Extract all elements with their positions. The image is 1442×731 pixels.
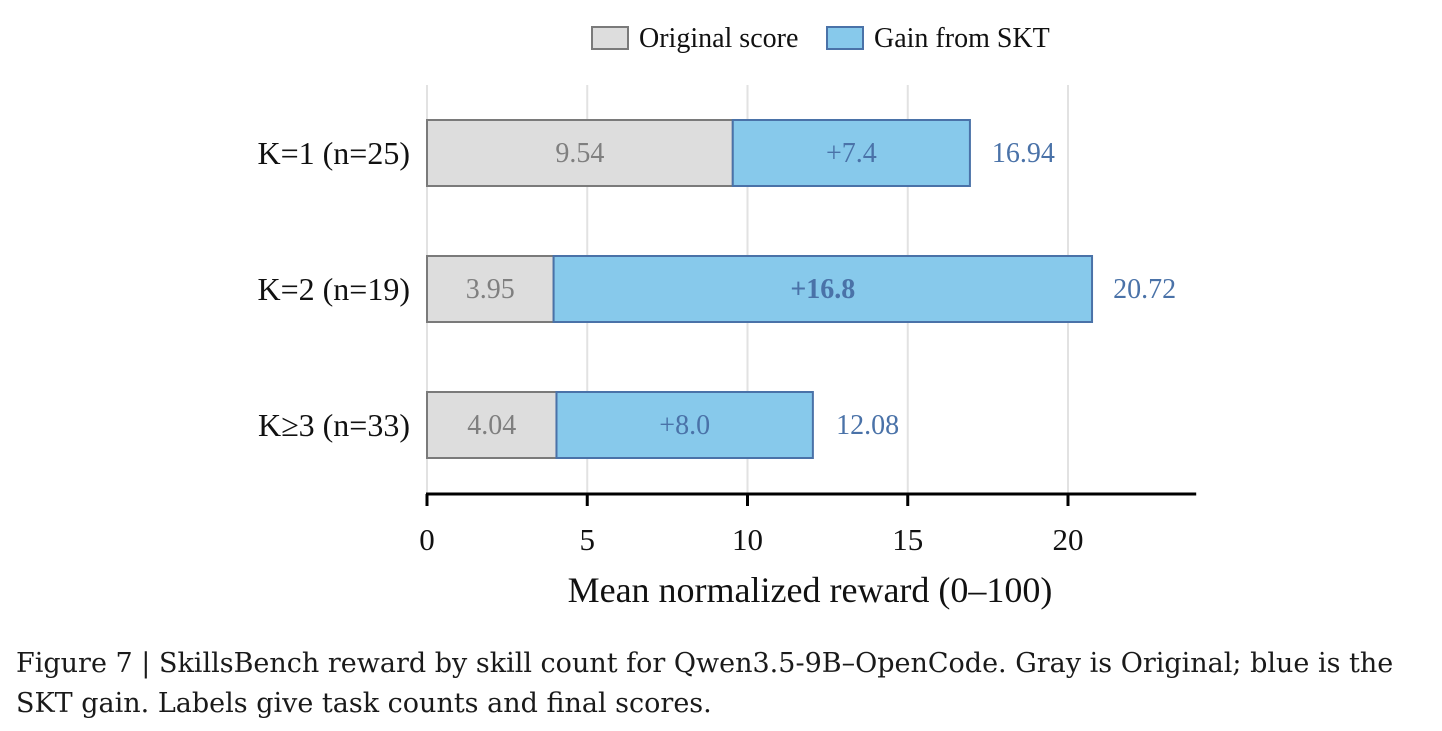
y-label-2: K≥3 (n=33) bbox=[258, 407, 410, 443]
label-gain-1: +16.8 bbox=[790, 274, 855, 305]
label-total-0: 16.94 bbox=[992, 138, 1055, 169]
bar-original-1 bbox=[426, 255, 555, 323]
label-total-1: 20.72 bbox=[1113, 274, 1176, 305]
legend-swatch-gain bbox=[826, 26, 864, 50]
x-axis: 0 5 10 15 20 bbox=[419, 492, 1197, 557]
stacked-bar-chart: 9.54 +7.4 16.94 3.95 +16.8 20.72 4.04 +8.0 12.08… bbox=[257, 23, 1197, 610]
bar-original-2 bbox=[426, 391, 558, 459]
y-axis-labels: K=1 (n=25) K=2 (n=19) K≥3 (n=33) bbox=[257, 135, 410, 443]
label-gain-0: +7.4 bbox=[826, 138, 877, 169]
bars: 9.54 +7.4 16.94 3.95 +16.8 20.72 4.04 +8.0 12.08 bbox=[426, 119, 1176, 459]
x-axis-title: Mean normalized reward (0–100) bbox=[568, 570, 1053, 610]
x-tick-label-0: 0 bbox=[419, 522, 435, 557]
y-label-1: K=2 (n=19) bbox=[257, 271, 410, 307]
label-total-2: 12.08 bbox=[836, 410, 899, 441]
label-original-2: 4.04 bbox=[467, 410, 516, 441]
x-tick-label-15: 15 bbox=[892, 522, 923, 557]
bar-original-0 bbox=[426, 119, 734, 187]
x-tick-label-10: 10 bbox=[732, 522, 763, 557]
x-tick-label-5: 5 bbox=[580, 522, 596, 557]
legend-label-original: Original score bbox=[639, 23, 798, 54]
legend-swatch-original bbox=[591, 26, 629, 50]
label-original-1: 3.95 bbox=[466, 274, 515, 305]
y-label-0: K=1 (n=25) bbox=[257, 135, 410, 171]
legend-label-gain: Gain from SKT bbox=[874, 23, 1050, 54]
legend: Original score Gain from SKT bbox=[591, 23, 1050, 54]
x-tick-label-20: 20 bbox=[1053, 522, 1084, 557]
label-original-0: 9.54 bbox=[555, 138, 604, 169]
label-gain-2: +8.0 bbox=[659, 410, 710, 441]
bar-gain-0 bbox=[731, 119, 971, 187]
figure-caption: Figure 7 | SkillsBench reward by skill c… bbox=[16, 648, 1394, 719]
bar-gain-1 bbox=[552, 255, 1094, 323]
bar-gain-2 bbox=[555, 391, 814, 459]
